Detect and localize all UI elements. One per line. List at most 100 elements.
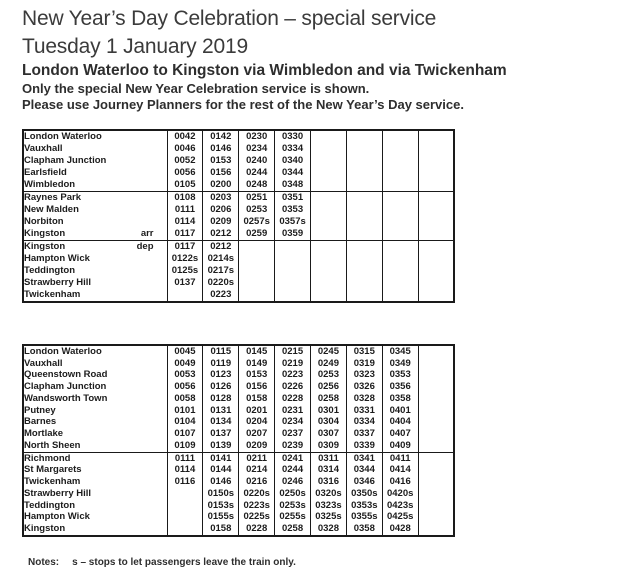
time-cell: 0056 (166, 381, 203, 393)
station-name: Hampton Wick (24, 253, 90, 265)
time-cell-empty (381, 277, 419, 290)
time-cell: 0101 (166, 404, 203, 417)
time-cell-empty (310, 143, 347, 156)
station-name: Teddington (24, 499, 76, 511)
time-cell: 0245 (310, 345, 347, 358)
time-cell: 0353 (381, 369, 419, 382)
time-cell: 0341 (345, 451, 383, 465)
time-cell: 0316 (310, 476, 347, 488)
timetable-row: London Waterloo 0042 0142 0230 0330 (23, 130, 454, 143)
time-cell: 0230 (238, 130, 275, 143)
time-cell: 0307 (310, 428, 347, 440)
time-cell-empty (381, 191, 419, 205)
timetable-row: Clapham Junction 0052 0153 0240 0340 (23, 155, 454, 168)
time-cell-empty (381, 204, 419, 217)
station-cell: Strawberry Hill (23, 277, 167, 289)
time-cell-empty (238, 265, 275, 278)
time-cell: 0358 (381, 392, 419, 405)
time-cell: 0349 (381, 357, 419, 370)
station-cell: Twickenham (23, 476, 167, 488)
time-cell: 0351 (274, 191, 311, 205)
time-cell: 0049 (166, 357, 203, 370)
time-cell-empty (345, 155, 383, 168)
time-cell: 0253 (238, 204, 275, 217)
time-cell: 0356 (381, 381, 419, 393)
timetable-via-wimbledon-body: London Waterloo 0042 0142 0230 0330 Vauxhall 0… (23, 130, 454, 303)
time-cell-empty (417, 155, 454, 168)
time-cell-empty (345, 240, 383, 254)
time-cell-empty (417, 228, 454, 241)
time-cell: 0411 (381, 451, 419, 465)
timetable-row: Twickenham 0223 (23, 289, 454, 303)
time-cell-empty (381, 130, 419, 143)
station-cell: London Waterloo (23, 130, 167, 143)
time-cell-empty (345, 277, 383, 290)
time-cell: 0104 (166, 416, 203, 429)
time-cell-empty (417, 143, 454, 156)
station-name: Mortlake (24, 428, 64, 440)
time-cell: 0114 (166, 464, 203, 477)
time-cell: 0331 (345, 404, 383, 417)
timetable-row: London Waterloo 0045 0115 0145 0215 0245 0315 0… (23, 345, 454, 358)
station-name: Vauxhall (24, 357, 63, 369)
time-cell: 0253 (310, 369, 347, 382)
time-cell-empty (417, 240, 454, 254)
time-cell-empty (166, 499, 203, 512)
time-cell: 0200 (202, 179, 239, 192)
time-cell: 0340 (274, 155, 311, 168)
time-cell: 0337 (345, 428, 383, 440)
station-cell: Clapham Junction (23, 381, 167, 393)
time-cell-empty (417, 416, 454, 429)
time-cell-empty (417, 464, 454, 477)
time-cell: 0150s (202, 487, 239, 500)
station-cell: Strawberry Hill (23, 488, 167, 500)
time-cell: 0414 (381, 464, 419, 477)
time-cell: 0311 (310, 451, 347, 465)
time-cell: 0353s (345, 499, 383, 512)
time-cell-empty (310, 265, 347, 278)
time-cell: 0142 (202, 130, 239, 143)
time-cell: 0244 (274, 464, 311, 477)
time-cell: 0319 (345, 357, 383, 370)
time-cell-empty (274, 265, 311, 278)
station-cell: London Waterloo (23, 345, 167, 358)
time-cell: 0225s (238, 511, 275, 524)
timetable-row: Hampton Wick 0155s 0225s 0255s 0325s 0355s 042… (23, 511, 454, 524)
time-cell-empty (417, 451, 454, 465)
station-name: Earlsfield (24, 167, 67, 179)
timetable-via-twickenham: London Waterloo 0045 0115 0145 0215 0245 0315 0… (22, 344, 455, 537)
station-name: London Waterloo (24, 131, 102, 142)
station-name: Teddington (24, 265, 76, 277)
station-cell: Twickenham (23, 289, 167, 302)
time-cell-empty (381, 155, 419, 168)
time-cell: 0323s (310, 499, 347, 512)
station-name: Clapham Junction (24, 381, 107, 393)
station-name: London Waterloo (24, 346, 102, 357)
time-cell-empty (417, 392, 454, 405)
timetable-row: Wandsworth Town 0058 0128 0158 0228 0258 0328 0… (23, 392, 454, 405)
time-cell: 0334 (345, 416, 383, 429)
timetable-row: Raynes Park 0108 0203 0251 0351 (23, 191, 454, 205)
time-cell-empty (238, 240, 275, 254)
time-cell: 0234 (274, 416, 311, 429)
station-cell: Earlsfield (23, 167, 167, 179)
time-cell-empty (417, 511, 454, 524)
time-cell: 0220s (202, 277, 239, 290)
time-cell: 0423s (381, 499, 419, 512)
time-cell-empty (417, 476, 454, 488)
time-cell: 0111 (166, 204, 203, 217)
time-cell-empty (417, 369, 454, 382)
station-cell: Teddington (23, 265, 167, 277)
time-cell: 0111 (166, 451, 203, 465)
station-name: Queenstown Road (24, 369, 108, 381)
time-cell: 0153 (238, 369, 275, 382)
time-cell-empty (310, 277, 347, 290)
time-cell: 0117 (166, 228, 203, 241)
time-cell: 0256 (310, 381, 347, 393)
station-cell: Vauxhall (23, 143, 167, 155)
timetable-row: Wimbledon 0105 0200 0248 0348 (23, 179, 454, 192)
time-cell-empty (417, 167, 454, 180)
time-cell: 0137 (202, 428, 239, 440)
time-cell: 0214s (202, 253, 239, 266)
time-cell-empty (345, 167, 383, 180)
